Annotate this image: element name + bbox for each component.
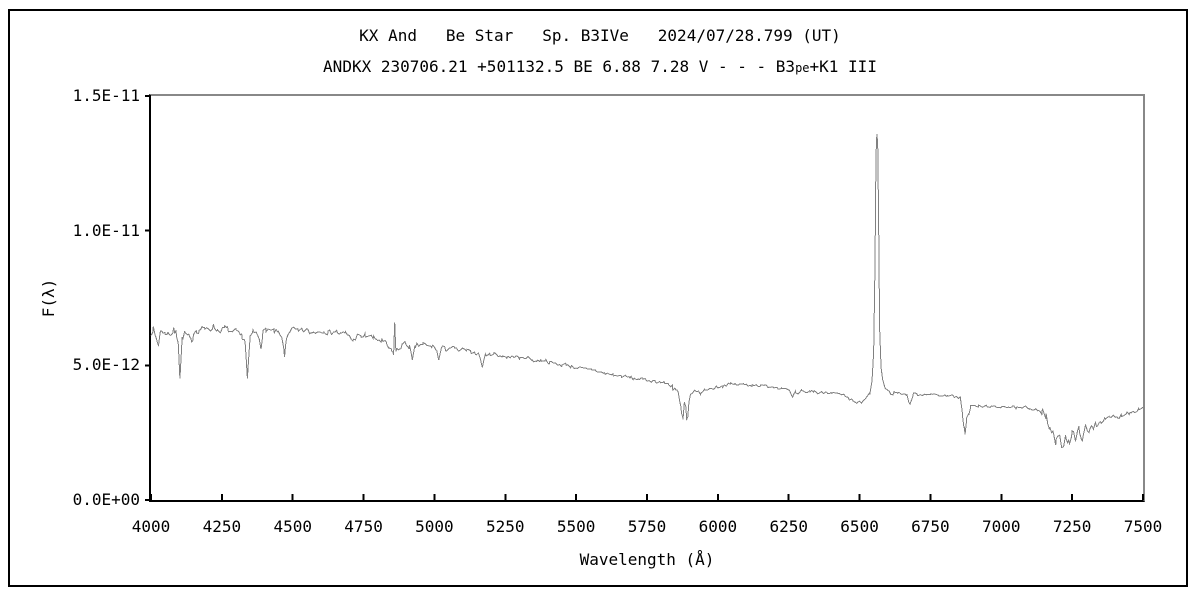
x-tick-label: 4500 bbox=[273, 517, 312, 536]
y-tick-label: 1.0E-11 bbox=[72, 220, 140, 240]
y-axis-label: F(λ) bbox=[39, 278, 58, 318]
x-tick-label: 6500 bbox=[840, 517, 879, 536]
x-tick-label: 7000 bbox=[982, 517, 1021, 536]
x-tick-label: 6250 bbox=[769, 517, 808, 536]
x-tick-label: 5000 bbox=[415, 517, 454, 536]
y-tick-label: 0.0E+00 bbox=[72, 490, 140, 509]
x-tick-label: 5750 bbox=[627, 517, 667, 536]
x-tick-label: 7250 bbox=[1052, 517, 1092, 536]
chart-subtitle: ANDKX 230706.21 +501132.5 BE 6.88 7.28 V… bbox=[0, 58, 1200, 77]
x-tick-label: 5250 bbox=[486, 517, 525, 536]
subtitle-pe-suffix: pe bbox=[795, 61, 810, 75]
x-axis-label: Wavelength (Å) bbox=[579, 550, 715, 569]
spectrum-plot-svg bbox=[145, 95, 1144, 501]
x-tick-label: 5500 bbox=[556, 517, 596, 536]
y-tick-label: 5.0E-12 bbox=[72, 355, 140, 375]
x-tick-label: 6750 bbox=[911, 517, 950, 536]
x-tick-label: 4750 bbox=[344, 517, 383, 536]
plot-area bbox=[145, 94, 1145, 502]
x-tick-label: 7500 bbox=[1123, 517, 1163, 536]
x-tick-label: 6000 bbox=[698, 517, 738, 536]
chart-title: KX And Be Star Sp. B3IVe 2024/07/28.799 … bbox=[359, 26, 841, 45]
spectrum-trace bbox=[150, 133, 1144, 449]
x-tick-label: 4000 bbox=[131, 517, 171, 536]
subtitle-companion: +K1 III bbox=[809, 57, 877, 76]
subtitle-main: ANDKX 230706.21 +501132.5 BE 6.88 7.28 V… bbox=[323, 57, 796, 76]
x-tick-label: 4250 bbox=[202, 517, 242, 536]
y-tick-label: 1.5E-11 bbox=[72, 86, 140, 105]
